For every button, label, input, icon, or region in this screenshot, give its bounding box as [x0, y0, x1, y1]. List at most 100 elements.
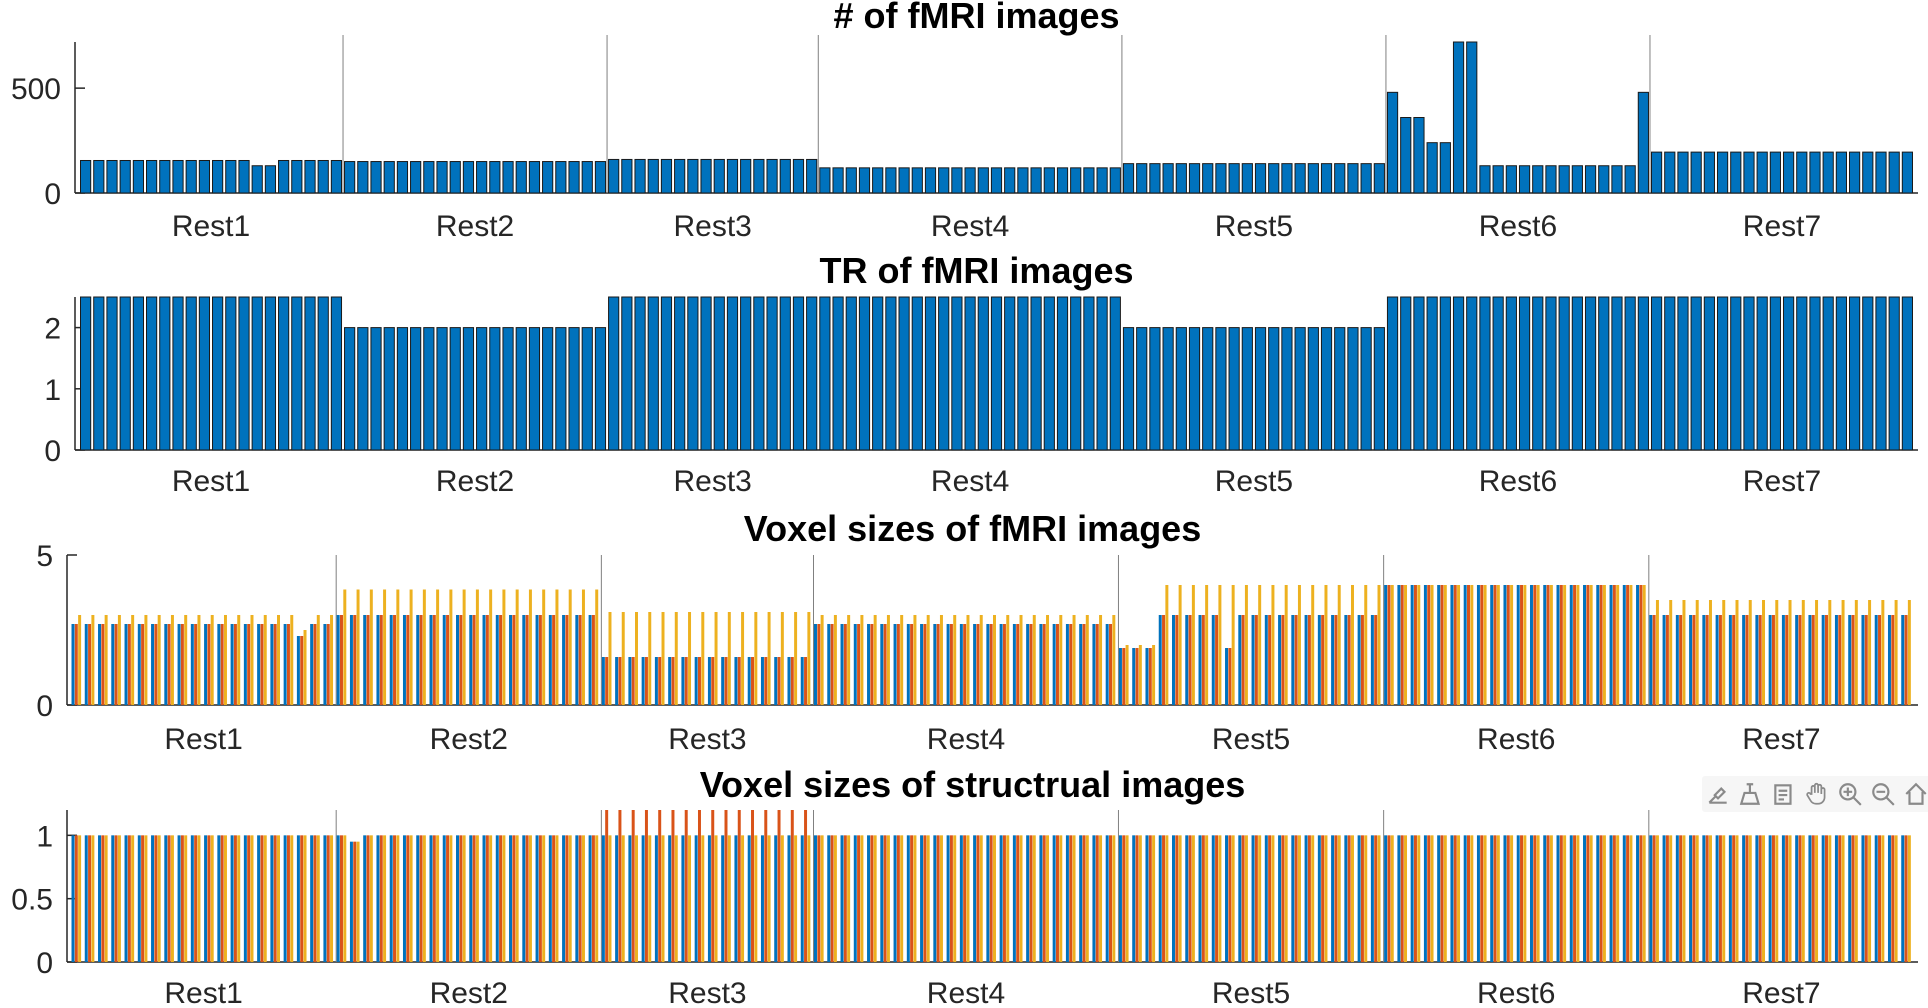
- bar-series-1: [84, 835, 88, 962]
- bar-series-3: [820, 835, 824, 962]
- bar-series-1: [920, 835, 924, 962]
- bar-series-2: [711, 657, 715, 705]
- x-group-label: Rest5: [1212, 977, 1290, 1008]
- bar-series-3: [449, 589, 453, 705]
- bar-series-2: [1785, 615, 1789, 705]
- bar-series-2: [260, 624, 264, 705]
- bar: [132, 159, 145, 194]
- rotate-button[interactable]: [1768, 776, 1799, 812]
- bar-series-2: [1109, 624, 1112, 705]
- bar-series-1: [1132, 835, 1136, 962]
- x-group-label: Rest7: [1743, 210, 1821, 243]
- bar-series-2: [1002, 624, 1006, 705]
- bar-series-1: [774, 835, 778, 962]
- bar-series-3: [1748, 835, 1752, 962]
- bar-series-3: [1602, 835, 1606, 962]
- bar-series-3: [316, 835, 320, 962]
- bar-series-2: [154, 835, 158, 962]
- bar-series-1: [1092, 624, 1096, 705]
- bar-series-3: [1629, 585, 1633, 705]
- bar-series-1: [1026, 624, 1030, 705]
- bar-series-3: [1244, 585, 1248, 705]
- bar: [806, 296, 818, 451]
- bar-series-2: [1493, 585, 1497, 705]
- bar: [1426, 142, 1438, 194]
- bar: [1822, 151, 1834, 194]
- bar-series-1: [1145, 648, 1149, 705]
- bar-series-3: [237, 615, 241, 705]
- bar-series-2: [1360, 835, 1364, 962]
- home-button[interactable]: [1900, 776, 1928, 812]
- bar: [515, 161, 527, 194]
- bar: [806, 158, 818, 194]
- bar-series-1: [1728, 835, 1732, 962]
- bar: [1030, 167, 1042, 194]
- bar-series-2: [1069, 835, 1073, 962]
- bar-series-3: [674, 835, 678, 962]
- bar: [1347, 327, 1359, 451]
- zoom-in-button[interactable]: [1834, 776, 1865, 812]
- bar-series-2: [843, 624, 847, 705]
- bar: [964, 296, 976, 451]
- bar-series-1: [615, 657, 619, 705]
- bar-series-3: [1549, 835, 1553, 962]
- bar-series-3: [1085, 835, 1089, 962]
- pan-hand-button[interactable]: [1801, 776, 1832, 812]
- chart-title: Voxel sizes of structrual images: [700, 764, 1246, 805]
- bar: [779, 296, 791, 451]
- bar-series-3: [1112, 835, 1116, 962]
- bar-series-1: [1742, 615, 1746, 705]
- bar-series-3: [502, 589, 506, 705]
- bar-series-2: [273, 624, 277, 705]
- bar-series-2: [1321, 615, 1325, 705]
- bar-series-1: [1516, 835, 1520, 962]
- bar-series-2: [1374, 835, 1378, 962]
- bar-series-3: [1722, 835, 1726, 962]
- bar-series-3: [568, 835, 572, 962]
- bar-series-3: [1496, 835, 1500, 962]
- bar: [198, 159, 211, 194]
- bar-series-1: [270, 835, 274, 962]
- bar-series-1: [668, 835, 672, 962]
- bar-series-2: [393, 615, 397, 705]
- bar-series-3: [555, 835, 559, 962]
- bar-series-2: [1599, 835, 1603, 962]
- bar-series-3: [1762, 835, 1766, 962]
- bar-series-1: [243, 624, 247, 705]
- y-tick-label: 500: [11, 73, 61, 106]
- zoom-out-button[interactable]: [1867, 776, 1898, 812]
- bar-series-1: [1384, 835, 1388, 962]
- bar-series-3: [409, 589, 413, 705]
- bar-series-3: [1523, 835, 1527, 962]
- bar-series-2: [286, 624, 290, 705]
- bar-series-3: [847, 835, 851, 962]
- bar-series-3: [462, 589, 466, 705]
- bar-series-3: [1311, 585, 1315, 705]
- bar: [660, 296, 673, 451]
- bar-series-1: [190, 624, 194, 705]
- bar-series-1: [310, 835, 314, 962]
- bar-series-2: [1069, 624, 1073, 705]
- bar: [132, 296, 145, 451]
- bar-series-3: [913, 835, 917, 962]
- bar-series-1: [1755, 835, 1759, 962]
- bar-series-2: [1652, 615, 1656, 705]
- bar-series-2: [1758, 615, 1762, 705]
- bar-series-3: [1377, 835, 1381, 962]
- bar-series-2: [180, 624, 184, 705]
- bar-series-2: [1480, 585, 1484, 705]
- bar: [1901, 296, 1914, 451]
- bar: [212, 296, 224, 451]
- bar: [1782, 151, 1795, 194]
- bar-series-2: [1771, 615, 1775, 705]
- bar: [251, 296, 263, 451]
- bar-series-3: [1364, 835, 1368, 962]
- bar-series-2: [697, 810, 701, 962]
- data-cursor-button[interactable]: [1735, 776, 1766, 812]
- bar: [1439, 142, 1451, 194]
- brush-button[interactable]: [1702, 776, 1733, 812]
- bar-series-2: [300, 835, 304, 962]
- bar-series-3: [767, 612, 771, 705]
- bar-series-2: [1493, 835, 1497, 962]
- bar-series-1: [204, 624, 208, 705]
